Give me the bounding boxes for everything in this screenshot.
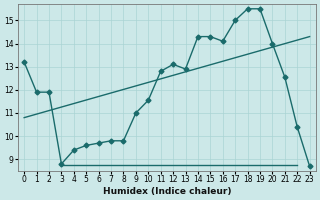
X-axis label: Humidex (Indice chaleur): Humidex (Indice chaleur)	[103, 187, 231, 196]
